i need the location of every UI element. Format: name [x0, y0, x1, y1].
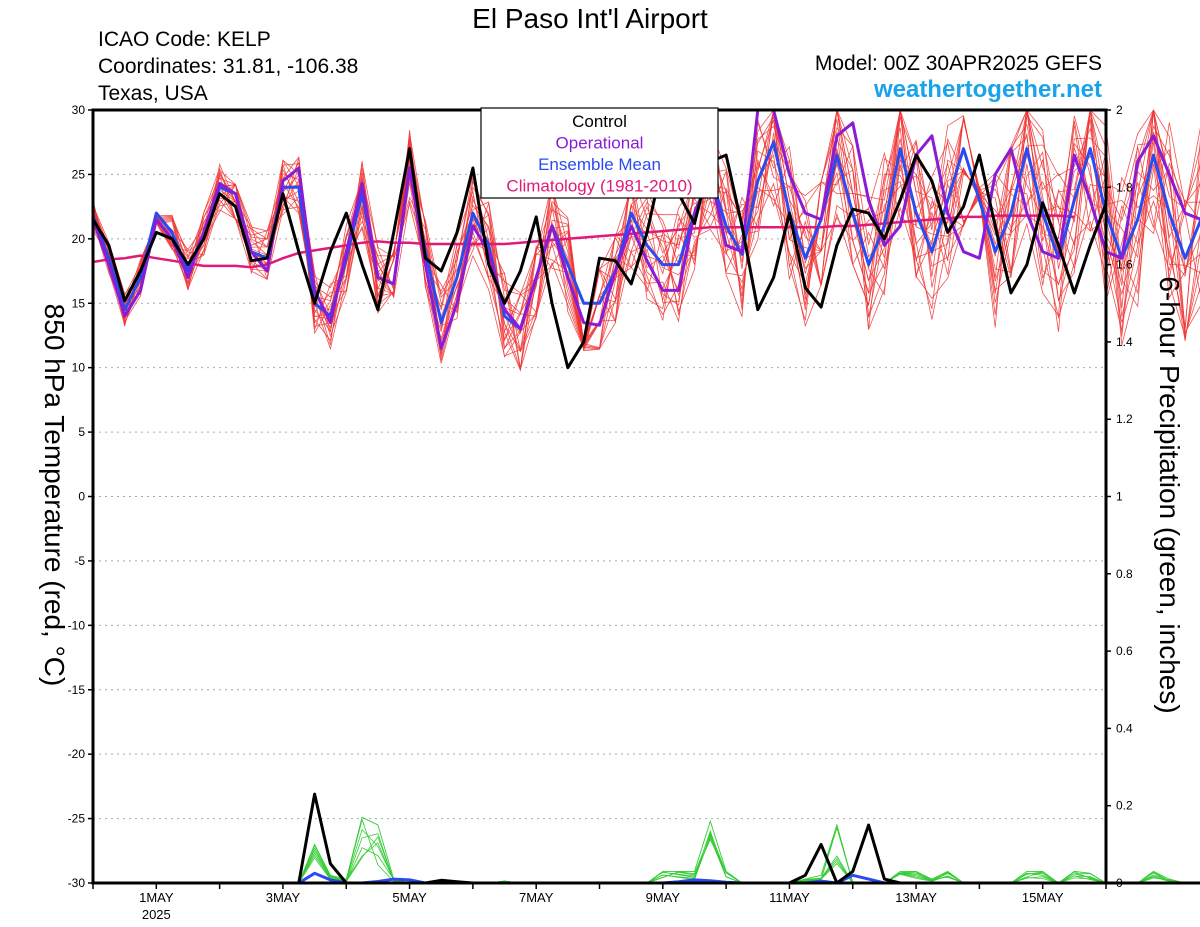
y-left-tick-label: 10: [72, 361, 86, 375]
x-year-label: 2025: [142, 907, 171, 922]
y-right-tick-label: 1.6: [1116, 258, 1133, 272]
y-right-tick-label: 0.8: [1116, 567, 1133, 581]
y-left-tick-label: 20: [72, 232, 86, 246]
y-left-tick-label: 30: [72, 103, 86, 117]
series-line-control: [91, 147, 1108, 370]
precip-member-line: [93, 818, 1200, 884]
ensemble-member-line: [92, 109, 1200, 357]
y-left-tick-label: -10: [68, 618, 86, 632]
y-right-tick-label: 1.4: [1116, 335, 1133, 349]
y-left-tick-label: -25: [68, 812, 86, 826]
y-right-tick-label: 1: [1116, 490, 1123, 504]
series-line-control-precipitation: [93, 792, 1200, 885]
legend: Control Operational Ensemble Mean Climatolo…: [480, 107, 719, 199]
y-left-tick-label: -15: [68, 683, 86, 697]
legend-entry: Ensemble Mean: [538, 155, 661, 174]
coordinates: Coordinates: 31.81, -106.38: [98, 55, 359, 78]
y-left-tick-label: 5: [78, 425, 85, 439]
y-right-tick-label: 0: [1116, 876, 1123, 890]
site-link[interactable]: weathertogether.net: [873, 76, 1102, 103]
precip-member-line: [93, 834, 1200, 884]
x-tick-label: 13MAY: [895, 890, 937, 905]
grid-lines: [93, 173, 1106, 820]
legend-box: [480, 107, 719, 199]
series-line-climatology-1981-2010: [92, 214, 1075, 269]
series-line-operational: [91, 108, 1200, 350]
y-axis-right-label: 6-hour Precipitation (green, inches): [1154, 276, 1185, 713]
x-tick-label: 7MAY: [519, 890, 554, 905]
y-left-tick-label: -30: [68, 876, 86, 890]
x-tick-label: 3MAY: [266, 890, 301, 905]
icao-code: ICAO Code: KELP: [98, 28, 271, 51]
legend-entry: Operational: [556, 134, 644, 153]
region: Texas, USA: [98, 82, 208, 105]
y-left-tick-label: 25: [72, 167, 86, 181]
chart-title: El Paso Int'l Airport: [472, 3, 708, 34]
x-tick-label: 15MAY: [1022, 890, 1064, 905]
y-right-tick-label: 0.6: [1116, 644, 1133, 658]
x-tick-label: 5MAY: [392, 890, 427, 905]
precip-member-line: [93, 826, 1200, 884]
legend-entry: Control: [572, 112, 627, 131]
x-tick-label: 1MAY: [139, 890, 174, 905]
y-right-tick-label: 0.2: [1116, 799, 1133, 813]
y-right-tick-label: 0.4: [1116, 721, 1133, 735]
y-left-tick-label: 0: [78, 490, 85, 504]
ensemble-member-line: [92, 109, 1200, 349]
x-tick-label: 9MAY: [646, 890, 681, 905]
y-right-tick-label: 1.2: [1116, 412, 1133, 426]
precip-member-line: [93, 831, 1200, 884]
y-left-tick-label: 15: [72, 296, 86, 310]
model-run: Model: 00Z 30APR2025 GEFS: [814, 52, 1102, 75]
x-tick-label: 11MAY: [769, 890, 810, 905]
axes: 302520151050-5-10-15-20-25-3021.81.61.41…: [68, 103, 1133, 922]
y-right-tick-label: 1.8: [1116, 180, 1133, 194]
ensemble-member-line: [92, 108, 1200, 351]
y-left-tick-label: -20: [68, 747, 86, 761]
y-axis-left-label: 850 hPa Temperature (red, °C): [39, 304, 70, 687]
y-right-tick-label: 2: [1116, 103, 1123, 117]
y-left-tick-label: -5: [74, 554, 85, 568]
legend-entry: Climatology (1981-2010): [506, 177, 692, 196]
precip-member-line: [93, 823, 1200, 884]
